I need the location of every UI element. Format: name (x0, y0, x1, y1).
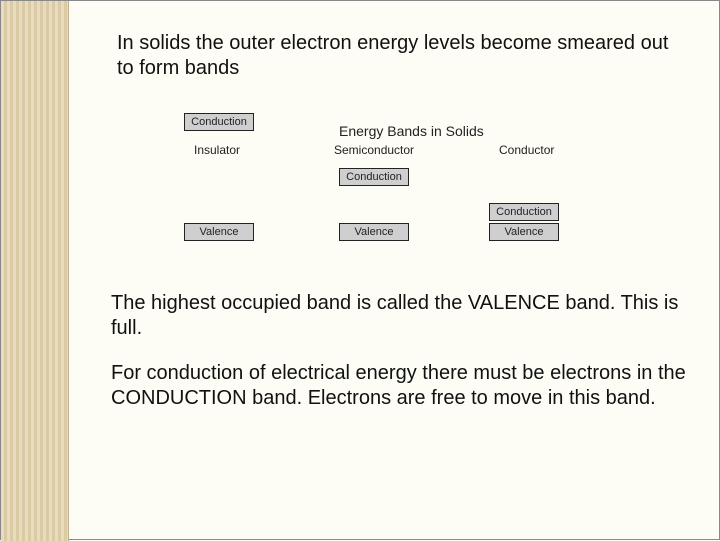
intro-text: In solids the outer electron energy leve… (117, 31, 677, 81)
conductor-label: Conductor (499, 143, 554, 157)
slide-content: In solids the outer electron energy leve… (69, 1, 720, 541)
energy-bands-diagram: Energy Bands in Solids Conduction Insula… (129, 113, 599, 268)
semiconductor-label: Semiconductor (334, 143, 414, 157)
conductor-valence-band: Valence (489, 223, 559, 241)
semiconductor-valence-band: Valence (339, 223, 409, 241)
sidebar-texture (1, 1, 69, 541)
valence-paragraph: The highest occupied band is called the … (111, 291, 701, 341)
conduction-paragraph: For conduction of electrical energy ther… (111, 361, 711, 411)
insulator-valence-band: Valence (184, 223, 254, 241)
insulator-label: Insulator (194, 143, 240, 157)
conductor-conduction-band: Conduction (489, 203, 559, 221)
diagram-title: Energy Bands in Solids (339, 123, 484, 139)
semiconductor-conduction-band: Conduction (339, 168, 409, 186)
insulator-conduction-band: Conduction (184, 113, 254, 131)
